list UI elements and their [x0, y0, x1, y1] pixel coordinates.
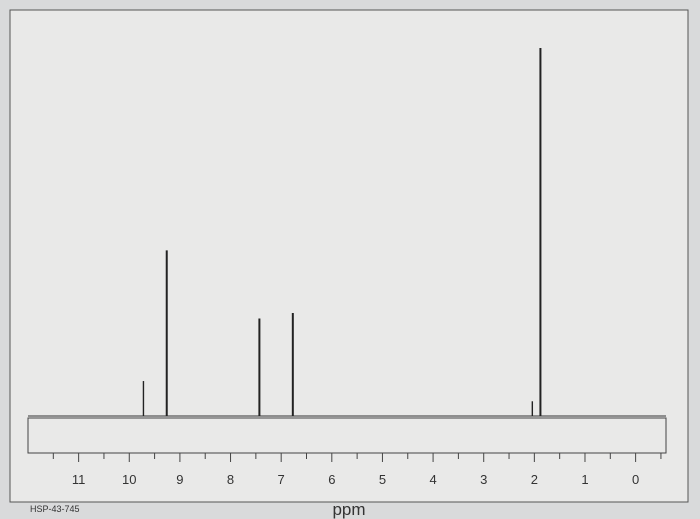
- spectrum-series: [28, 48, 666, 417]
- x-tick-label: 5: [379, 472, 386, 487]
- x-tick-label: 2: [531, 472, 538, 487]
- axis-box: [27, 417, 667, 454]
- x-tick-label: 10: [122, 472, 136, 487]
- sample-id-label: HSP-43-745: [30, 504, 80, 514]
- plot-frame: [9, 9, 689, 503]
- x-tick-label: 4: [429, 472, 436, 487]
- x-tick-label: 8: [227, 472, 234, 487]
- x-tick-label: 9: [176, 472, 183, 487]
- x-tick-label: 7: [278, 472, 285, 487]
- x-tick-label: 0: [632, 472, 639, 487]
- x-axis-title: ppm: [332, 500, 365, 519]
- x-tick-label: 6: [328, 472, 335, 487]
- x-tick-label: 11: [72, 472, 86, 487]
- x-tick-label: 1: [581, 472, 588, 487]
- x-axis-ticks: 11 10 9 8 7 6 5 4 3 2 1 0: [52, 453, 662, 487]
- x-tick-label: 3: [480, 472, 487, 487]
